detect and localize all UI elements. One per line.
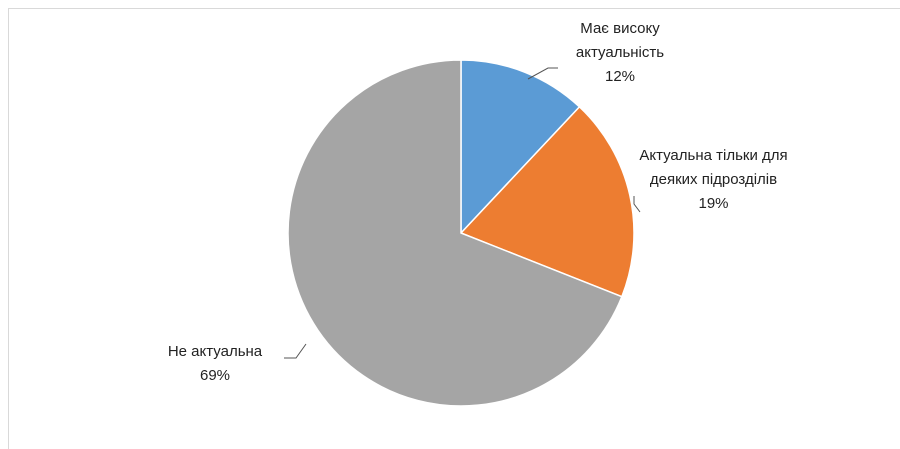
data-label: Актуальна тільки для деяких підрозділів 1… xyxy=(626,144,801,216)
leader-line xyxy=(527,67,558,80)
value-label: 19% xyxy=(698,195,729,212)
pie xyxy=(287,59,635,407)
data-label: Не актуальна 69% xyxy=(150,340,280,388)
value-label: 12% xyxy=(604,68,636,85)
leader-line xyxy=(633,196,641,213)
data-label: Має високу актуальність 12% xyxy=(565,17,675,89)
pie-slice xyxy=(460,59,581,235)
pie-slice xyxy=(459,105,635,298)
category-label: Актуальна тільки для деяких підрозділів xyxy=(639,147,788,188)
leader-line xyxy=(284,343,307,359)
category-label: Має високу актуальність xyxy=(575,20,665,61)
pie-slice xyxy=(287,59,623,407)
value-label: 69% xyxy=(199,367,231,384)
category-label: Не актуальна xyxy=(167,343,263,360)
